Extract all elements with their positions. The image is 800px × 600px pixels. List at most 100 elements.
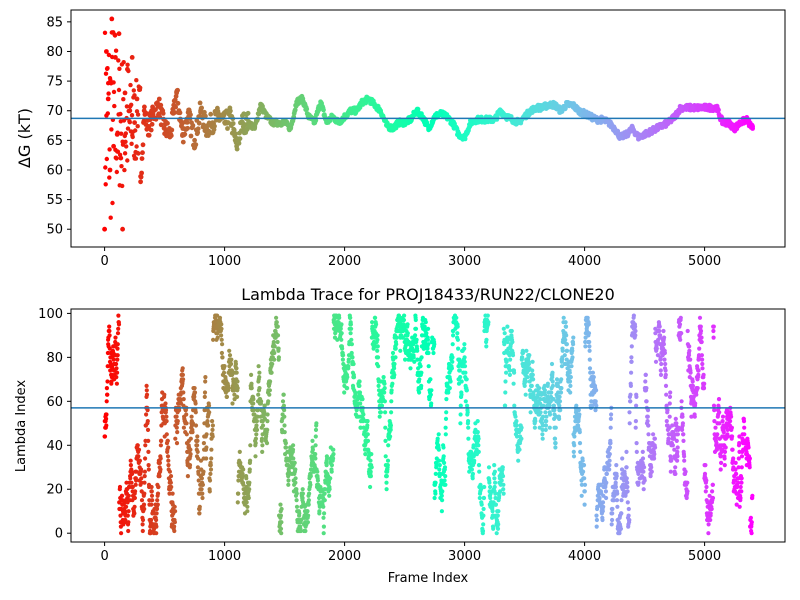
- lambda-point: [219, 333, 224, 338]
- lambda-point: [306, 498, 311, 503]
- lambda-point: [403, 357, 408, 362]
- delta-g-point: [414, 108, 419, 114]
- delta-g-point: [292, 107, 298, 113]
- lambda-point: [254, 423, 259, 428]
- delta-g-point: [456, 132, 461, 137]
- lambda-point: [167, 469, 172, 474]
- lambda-point: [633, 419, 639, 424]
- lambda-point: [128, 476, 133, 481]
- lambda-point: [370, 320, 375, 325]
- lambda-point: [162, 392, 167, 397]
- lambda-point: [146, 449, 151, 454]
- lambda-point: [747, 456, 753, 461]
- lambda-point: [269, 370, 274, 375]
- lambda-point: [610, 506, 615, 512]
- lambda-point: [202, 390, 208, 395]
- lambda-point: [640, 456, 646, 461]
- lambda-panel: Lambda Trace for PROJ18433/RUN22/CLONE20…: [14, 285, 786, 586]
- lambda-point: [251, 397, 256, 402]
- lambda-point: [293, 480, 298, 485]
- lambda-point: [587, 339, 592, 345]
- lambda-point: [466, 419, 471, 424]
- lambda-point: [607, 458, 612, 463]
- x-tick-label: 5000: [688, 254, 721, 269]
- lambda-point: [517, 447, 522, 452]
- lambda-point: [154, 531, 159, 536]
- lambda-point: [233, 361, 238, 367]
- lambda-point: [571, 342, 576, 347]
- lambda-point: [251, 401, 256, 406]
- lambda-point: [652, 456, 657, 461]
- delta-g-point: [606, 120, 611, 125]
- lambda-point: [488, 484, 493, 490]
- lambda-point: [680, 427, 685, 432]
- lambda-point: [310, 438, 315, 443]
- lambda-point: [654, 346, 659, 351]
- lambda-point: [124, 480, 129, 485]
- lambda-point: [249, 381, 254, 386]
- lambda-point: [274, 315, 279, 320]
- lambda-point: [249, 386, 254, 391]
- lambda-point: [559, 386, 564, 391]
- lambda-point: [620, 456, 625, 461]
- lambda-point: [207, 489, 212, 494]
- lambda-point: [244, 500, 249, 505]
- lambda-point: [373, 315, 378, 320]
- lambda-point: [163, 401, 168, 406]
- lambda-point: [624, 476, 629, 481]
- lambda-point: [451, 333, 456, 338]
- lambda-point: [275, 324, 280, 329]
- lambda-point: [365, 423, 370, 428]
- lambda-point: [413, 333, 418, 338]
- lambda-point: [559, 377, 564, 382]
- delta-g-point: [324, 120, 329, 125]
- lambda-point: [708, 511, 713, 516]
- lambda-point: [702, 471, 708, 476]
- lambda-point: [749, 531, 754, 536]
- delta-g-point: [116, 58, 121, 63]
- lambda-point: [614, 463, 619, 468]
- lambda-point: [428, 392, 433, 397]
- lambda-point: [629, 344, 634, 349]
- delta-g-point: [660, 123, 665, 128]
- lambda-point: [398, 348, 403, 353]
- lambda-point: [327, 487, 332, 492]
- delta-g-point: [193, 142, 199, 148]
- lambda-point: [651, 432, 656, 437]
- lambda-point: [393, 355, 398, 360]
- lambda-point: [458, 375, 463, 380]
- delta-g-point: [135, 112, 141, 117]
- lambda-point: [628, 399, 633, 404]
- delta-g-point: [118, 111, 123, 117]
- lambda-point: [658, 333, 663, 338]
- lambda-point: [636, 480, 641, 485]
- lambda-point: [331, 452, 336, 457]
- delta-g-point: [113, 55, 118, 60]
- y-tick-label: 20: [46, 483, 63, 498]
- delta-g-point: [116, 31, 122, 37]
- y-tick-label: 65: [46, 134, 63, 149]
- lambda-point: [503, 390, 508, 395]
- lambda-point: [139, 498, 145, 503]
- lambda-point: [107, 333, 112, 338]
- lambda-point: [577, 430, 582, 435]
- lambda-point: [378, 410, 383, 415]
- lambda-point: [610, 517, 615, 523]
- delta-g-point: [195, 126, 201, 132]
- delta-g-point: [146, 132, 152, 138]
- lambda-point: [254, 419, 259, 424]
- lambda-point: [674, 421, 679, 426]
- delta-g-point: [139, 156, 145, 162]
- delta-g-point: [690, 105, 695, 111]
- lambda-point: [609, 412, 614, 417]
- delta-g-point: [582, 111, 587, 117]
- lambda-point: [338, 326, 343, 331]
- lambda-point: [607, 467, 612, 472]
- lambda-point: [613, 480, 618, 485]
- lambda-point: [220, 355, 225, 360]
- lambda-point: [360, 397, 365, 402]
- delta-g-point: [648, 129, 653, 134]
- lambda-point: [159, 438, 164, 443]
- lambda-point: [168, 480, 173, 485]
- lambda-point: [607, 452, 612, 457]
